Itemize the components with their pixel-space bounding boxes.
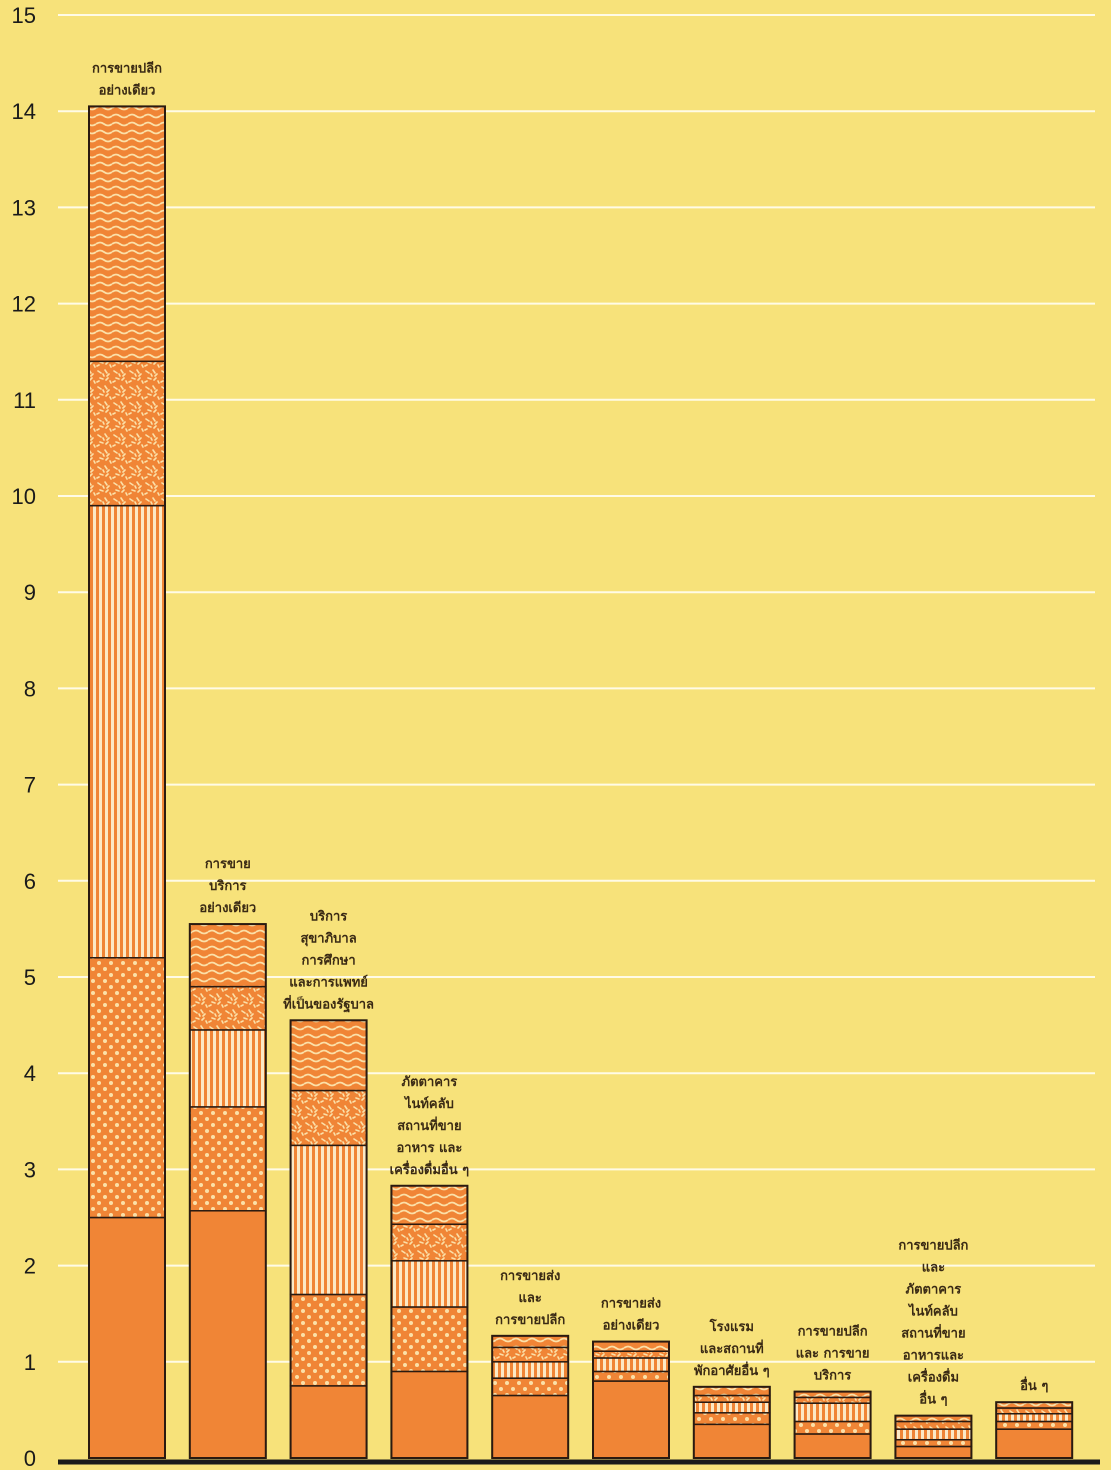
bar-segment <box>793 1420 872 1435</box>
bar-stack <box>692 1385 771 1460</box>
bar-category-label: ภัตตาคารไนท์คลับสถานที่ขายอาหาร และเครื่… <box>390 1075 470 1178</box>
bar-segment <box>592 1357 670 1373</box>
bar-segment <box>491 1335 569 1349</box>
bar-segment <box>390 1260 469 1308</box>
bar-segment <box>894 1420 973 1430</box>
bar-segment <box>793 1402 872 1423</box>
bar-stack <box>491 1334 570 1460</box>
bar-segment <box>995 1420 1073 1430</box>
bar-segment <box>693 1401 771 1414</box>
category-labels: การขายปลีกอย่างเดียวการขายบริการอย่างเดี… <box>92 60 1048 1407</box>
bar-category-label: การขายปลีกและภัตตาคารไนท์คลับสถานที่ขายอ… <box>898 1238 968 1408</box>
gridlines <box>58 14 1095 1363</box>
bar-segment <box>793 1396 872 1404</box>
y-tick-label: 0 <box>24 1446 36 1470</box>
bar-outline <box>692 1385 771 1460</box>
bar-segment <box>88 1216 166 1459</box>
bar-segment <box>390 1223 469 1262</box>
bar-category-label: การขายปลีกและ การขายบริการ <box>796 1324 870 1384</box>
bar-stack <box>995 1401 1074 1459</box>
y-tick-label: 13 <box>12 195 36 220</box>
y-tick-label: 6 <box>24 869 36 894</box>
bar-segment <box>693 1423 771 1459</box>
y-tick-label: 15 <box>12 3 36 28</box>
bar-segment <box>390 1370 469 1459</box>
bar-stack <box>592 1340 670 1460</box>
bar-segment <box>390 1185 469 1225</box>
bar-segment <box>289 1089 368 1147</box>
y-tick-label: 3 <box>24 1157 36 1182</box>
y-tick-label: 9 <box>24 580 36 605</box>
y-tick-label: 7 <box>24 773 36 798</box>
bar-segment <box>491 1394 569 1459</box>
bar-segment <box>289 1144 368 1296</box>
bar-stack <box>188 923 267 1459</box>
y-tick-label: 14 <box>12 99 36 124</box>
bar-segment <box>491 1346 569 1363</box>
bar-category-label: การขายปลีกอย่างเดียว <box>92 60 162 98</box>
y-tick-label: 10 <box>12 484 36 509</box>
bar-segment <box>491 1361 569 1379</box>
bar-segment <box>189 1029 267 1108</box>
bar-segment <box>88 360 166 507</box>
bar-category-label: โรงแรมและสถานที่พักอาศัยอื่น ๆ <box>694 1318 770 1379</box>
bar-stack <box>88 105 166 1459</box>
bar-segment <box>88 105 166 363</box>
y-tick-label: 4 <box>24 1061 36 1086</box>
bar-segment <box>189 1210 267 1459</box>
bar-segment <box>894 1438 973 1448</box>
bar-segment <box>693 1394 771 1403</box>
bar-segment <box>995 1412 1073 1423</box>
y-tick-label: 5 <box>24 965 36 990</box>
bar-segment <box>289 1293 368 1387</box>
bar-outline <box>894 1414 973 1459</box>
bar-segment <box>894 1445 973 1459</box>
bar-segment <box>88 957 166 1219</box>
bar-outline <box>390 1184 469 1460</box>
bar-segment <box>995 1428 1073 1459</box>
bar-category-label: การขายส่งอย่างเดียว <box>601 1297 661 1334</box>
bar-segment <box>592 1350 670 1359</box>
bar-outline <box>491 1334 570 1460</box>
y-tick-label: 12 <box>12 292 36 317</box>
bar-segment <box>693 1412 771 1426</box>
bar-segment <box>693 1386 771 1397</box>
bar-stack <box>289 1019 368 1459</box>
bar-outline <box>793 1390 872 1459</box>
bar-segment <box>995 1407 1073 1415</box>
y-tick-label: 1 <box>24 1350 36 1375</box>
bar-stack <box>894 1414 973 1459</box>
bar-segment <box>390 1306 469 1373</box>
bar-segment <box>592 1380 670 1459</box>
bar-segment <box>289 1019 368 1092</box>
bar-outline <box>289 1019 368 1459</box>
y-tick-label: 2 <box>24 1254 36 1279</box>
bar-segment <box>592 1340 670 1352</box>
bar-segment <box>491 1377 569 1397</box>
bars <box>88 105 1074 1460</box>
bar-segment <box>592 1370 670 1382</box>
bar-category-label: อื่น ๆ <box>1020 1376 1048 1394</box>
bar-segment <box>189 985 267 1031</box>
bar-segment <box>894 1428 973 1441</box>
bar-segment <box>793 1433 872 1459</box>
y-tick-label: 8 <box>24 676 36 701</box>
bar-stack <box>390 1184 469 1460</box>
bar-category-label: การขายบริการอย่างเดียว <box>199 857 256 916</box>
y-tick-label: 11 <box>13 388 36 413</box>
bar-category-label: บริการสุขาภิบาลการศึกษาและการแพทย์ที่เป็… <box>283 909 374 1013</box>
bar-outline <box>88 105 166 1459</box>
bar-segment <box>289 1385 368 1459</box>
bar-outline <box>188 923 267 1459</box>
bar-outline <box>995 1401 1074 1459</box>
bar-segment <box>189 1106 267 1212</box>
bar-segment <box>189 923 267 988</box>
bar-category-label: การขายส่งและการขายปลีก <box>495 1269 565 1328</box>
bar-outline <box>592 1340 670 1460</box>
bar-segment <box>88 504 166 959</box>
bar-stack <box>793 1390 872 1459</box>
